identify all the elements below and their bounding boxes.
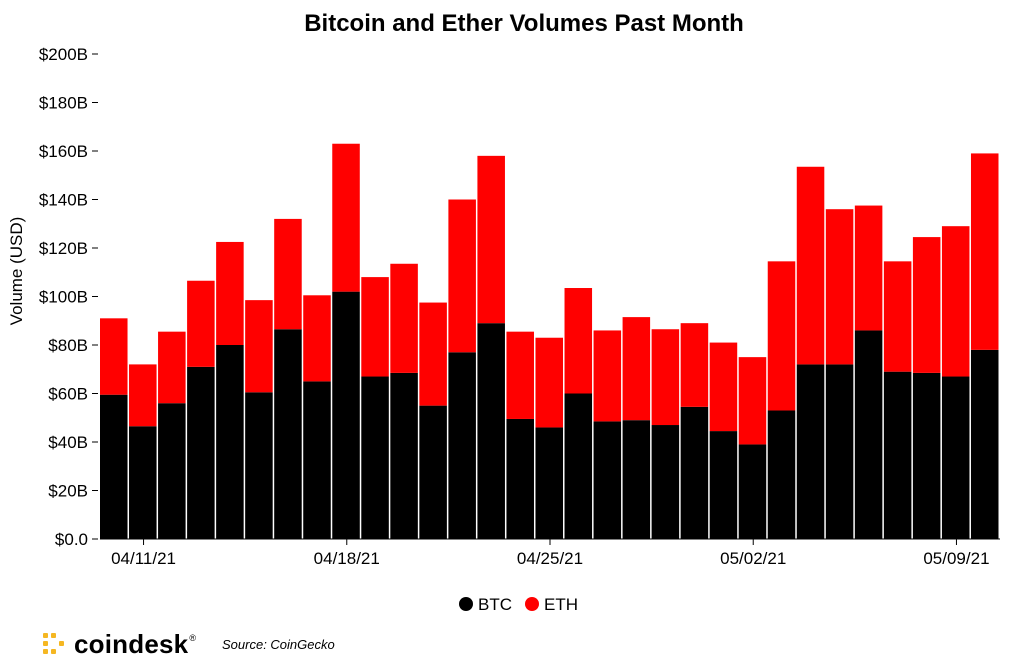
bar-btc bbox=[274, 329, 302, 539]
bar-btc bbox=[564, 393, 593, 539]
bar-eth bbox=[100, 318, 128, 395]
bar-eth bbox=[680, 323, 709, 407]
y-tick-label: $200B bbox=[39, 45, 88, 64]
bar-btc bbox=[332, 291, 360, 539]
bar-eth bbox=[187, 280, 215, 367]
y-tick-label: $0.0 bbox=[55, 530, 88, 549]
x-tick-label: 05/02/21 bbox=[720, 549, 786, 568]
bar-eth bbox=[535, 337, 564, 428]
legend-marker-eth bbox=[525, 597, 539, 611]
bar-eth bbox=[651, 329, 680, 426]
y-tick-label: $80B bbox=[48, 336, 88, 355]
bar-btc bbox=[419, 405, 447, 540]
y-axis-label: Volume (USD) bbox=[7, 217, 26, 326]
bar-btc bbox=[883, 371, 912, 539]
x-tick-label: 04/11/21 bbox=[111, 549, 176, 568]
bar-eth bbox=[419, 302, 447, 406]
bar-btc bbox=[216, 345, 244, 539]
bar-btc bbox=[535, 427, 564, 539]
x-tick-label: 05/09/21 bbox=[923, 549, 989, 568]
y-tick-label: $20B bbox=[48, 482, 88, 501]
bar-eth bbox=[941, 226, 970, 377]
bar-eth bbox=[738, 357, 767, 445]
y-tick-label: $180B bbox=[39, 94, 88, 113]
bar-btc bbox=[477, 323, 505, 539]
bar-btc bbox=[941, 376, 970, 539]
y-tick-label: $140B bbox=[39, 191, 88, 210]
bar-eth bbox=[854, 205, 883, 331]
bar-eth bbox=[216, 241, 244, 345]
bar-eth bbox=[796, 166, 825, 365]
y-tick-label: $120B bbox=[39, 239, 88, 258]
y-tick-label: $60B bbox=[48, 385, 88, 404]
bar-btc bbox=[767, 410, 796, 539]
bar-btc bbox=[303, 381, 331, 540]
bar-eth bbox=[564, 288, 593, 394]
bar-btc bbox=[158, 403, 186, 539]
bar-eth bbox=[158, 331, 186, 404]
bar-btc bbox=[738, 444, 767, 539]
x-axis: 04/11/21 04/18/21 04/25/21 05/02/21 05/09/21 bbox=[100, 538, 1000, 568]
brand-footer: coindesk ® bbox=[40, 626, 196, 662]
bar-eth bbox=[883, 261, 912, 372]
bar-eth bbox=[245, 300, 273, 393]
bar-btc bbox=[825, 364, 854, 539]
bar-eth bbox=[970, 153, 999, 350]
bar-btc bbox=[709, 431, 738, 539]
bar-eth bbox=[477, 155, 505, 324]
bar-eth bbox=[912, 237, 941, 373]
bar-eth bbox=[825, 209, 854, 365]
y-tick-label: $40B bbox=[48, 433, 88, 452]
bar-eth bbox=[274, 218, 302, 330]
bar-eth bbox=[361, 277, 389, 377]
chart-title: Bitcoin and Ether Volumes Past Month bbox=[304, 10, 744, 37]
y-tick-label: $100B bbox=[39, 288, 88, 307]
bar-eth bbox=[622, 317, 651, 421]
bar-btc bbox=[651, 425, 680, 539]
bar-btc bbox=[680, 406, 709, 539]
y-axis: $0.0 $20B $40B $60B $80B $100B $120B $140B $160B… bbox=[39, 45, 98, 549]
registered-mark: ® bbox=[189, 633, 196, 643]
bar-btc bbox=[361, 376, 389, 539]
bar-btc bbox=[506, 418, 534, 539]
bar-btc bbox=[129, 426, 157, 539]
y-tick-label: $160B bbox=[39, 142, 88, 161]
bar-btc bbox=[796, 364, 825, 539]
x-tick-label: 04/25/21 bbox=[517, 549, 583, 568]
bar-btc bbox=[100, 394, 128, 539]
x-tick-label: 04/18/21 bbox=[314, 549, 380, 568]
bar-btc bbox=[593, 421, 622, 539]
bar-btc bbox=[187, 366, 215, 539]
source-note: Source: CoinGecko bbox=[222, 637, 335, 652]
legend-label-eth: ETH bbox=[544, 595, 578, 614]
bar-eth bbox=[506, 331, 534, 419]
bar-eth bbox=[593, 330, 622, 422]
bar-btc bbox=[448, 352, 476, 539]
bar-eth bbox=[332, 143, 360, 292]
legend: BTC ETH bbox=[459, 595, 578, 614]
brand-name: coindesk bbox=[74, 628, 189, 659]
bar-btc bbox=[245, 392, 273, 539]
bar-btc bbox=[912, 372, 941, 539]
coindesk-logo-icon bbox=[43, 633, 64, 654]
bar-btc bbox=[622, 420, 651, 539]
bar-btc bbox=[970, 349, 999, 539]
legend-label-btc: BTC bbox=[478, 595, 512, 614]
bar-eth bbox=[129, 364, 157, 427]
bar-eth bbox=[448, 199, 476, 353]
bar-btc bbox=[854, 330, 883, 539]
bar-eth bbox=[709, 342, 738, 432]
bars bbox=[100, 143, 999, 540]
legend-marker-btc bbox=[459, 597, 473, 611]
bar-btc bbox=[390, 372, 418, 539]
bar-eth bbox=[303, 295, 331, 382]
bar-eth bbox=[390, 263, 418, 373]
bar-eth bbox=[767, 261, 796, 411]
